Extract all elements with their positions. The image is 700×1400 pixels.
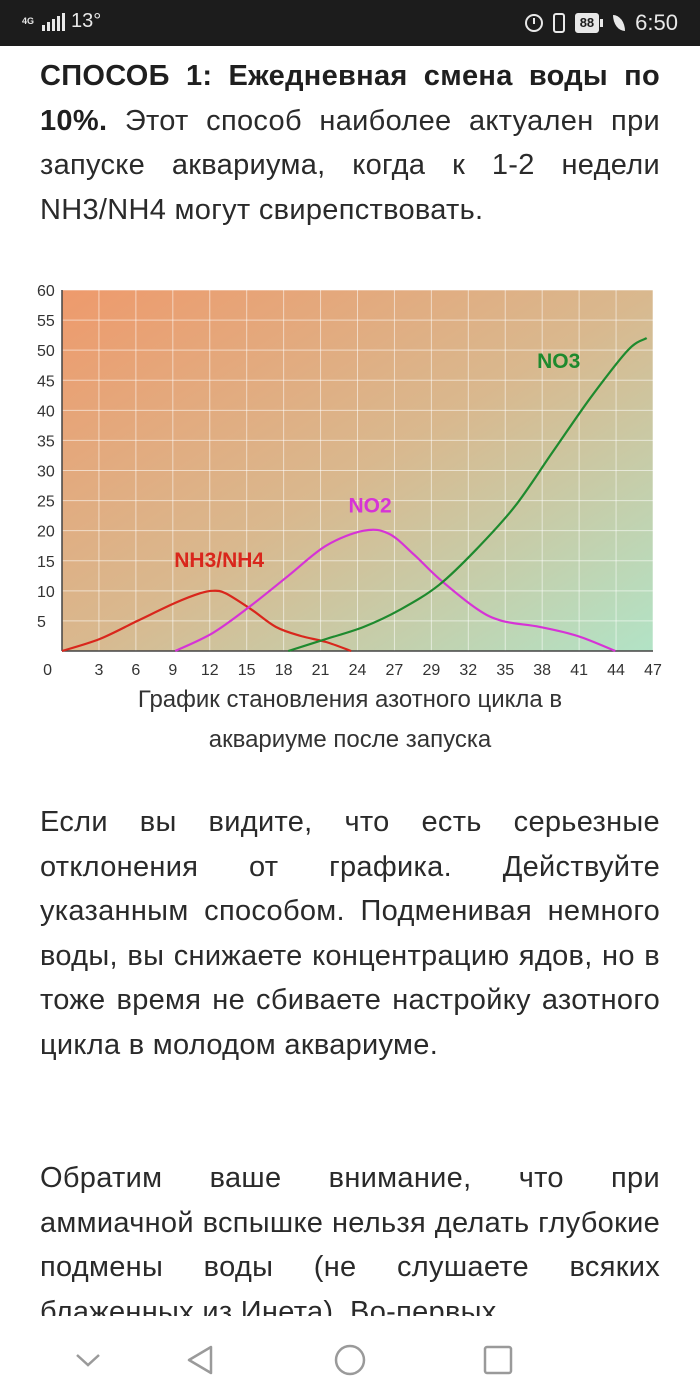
x-tick-label: 29 xyxy=(422,662,440,679)
warning-paragraph: Обратим ваше внимание, что при аммиачной… xyxy=(40,1162,660,1316)
alarm-icon xyxy=(524,14,543,32)
intro-paragraph: СПОСОБ 1: Ежедневная смена воды по 10%. … xyxy=(40,54,660,232)
y-tick-label: 45 xyxy=(37,373,55,390)
hide-nav-button[interactable] xyxy=(68,1340,108,1380)
advice-paragraph: Если вы видите, что есть серьезные откло… xyxy=(40,806,660,1061)
caption-line-1: График становления азотного цикла в xyxy=(137,686,563,713)
x-tick-label: 6 xyxy=(131,662,140,679)
vibrate-icon xyxy=(552,13,565,33)
series-line-nh3-nh4 xyxy=(61,589,352,653)
back-triangle-icon xyxy=(187,1345,213,1375)
x-tick-label: 0 xyxy=(43,662,52,679)
x-tick-label: 24 xyxy=(349,662,367,679)
battery-indicator: 88 xyxy=(574,13,604,33)
y-tick-label: 35 xyxy=(37,433,55,450)
x-tick-label: 27 xyxy=(386,662,404,679)
series-line-no3 xyxy=(287,337,648,653)
y-tick-label: 25 xyxy=(37,494,55,511)
caption-line-2: аквариуме после запуска xyxy=(208,726,492,753)
method-title: СПОСОБ 1: Ежедневная смена воды по 10%. xyxy=(40,60,660,137)
y-tick-label: 50 xyxy=(37,343,55,360)
x-tick-label: 18 xyxy=(275,662,293,679)
x-tick-label: 3 xyxy=(94,662,103,679)
back-button[interactable] xyxy=(180,1340,220,1380)
recents-button[interactable] xyxy=(478,1340,518,1380)
y-tick-label: 40 xyxy=(37,403,55,420)
y-tick-label: 15 xyxy=(37,554,55,571)
network-type: 4G xyxy=(22,16,35,26)
power-saving-icon xyxy=(613,15,626,31)
series-label: NH3/NH4 xyxy=(174,549,264,572)
home-button[interactable] xyxy=(330,1340,370,1380)
x-tick-label: 9 xyxy=(168,662,177,679)
temperature: 13° xyxy=(71,10,102,32)
status-bar: 4G 13° 88 6:50 xyxy=(0,0,700,46)
chart-caption: График становления азотного цикла в аква… xyxy=(40,680,660,760)
signal-icon xyxy=(42,12,65,31)
x-tick-label: 41 xyxy=(570,662,588,679)
nitrogen-cycle-chart: 5 10 15 20 25 30 35 40 45 50 55 60 0 3 6 9 12 15 18 21 24 27 2… xyxy=(37,283,662,679)
clock: 6:50 xyxy=(635,10,678,35)
y-tick-label: 5 xyxy=(37,614,46,631)
y-tick-label: 10 xyxy=(37,584,55,601)
y-tick-label: 60 xyxy=(37,283,55,300)
x-tick-label: 35 xyxy=(496,662,514,679)
x-tick-label: 38 xyxy=(533,662,551,679)
x-tick-label: 21 xyxy=(312,662,330,679)
home-circle-icon xyxy=(334,1344,366,1376)
y-tick-label: 55 xyxy=(37,313,55,330)
method-description: Этот способ наиболее актуален при запуск… xyxy=(40,104,660,226)
x-tick-label: 44 xyxy=(607,662,625,679)
series-label: NO3 xyxy=(537,350,580,373)
x-tick-label: 12 xyxy=(201,662,219,679)
series-line-no2 xyxy=(174,528,616,653)
x-tick-label: 15 xyxy=(238,662,256,679)
chevron-down-icon xyxy=(76,1354,100,1367)
status-left: 4G 13° xyxy=(22,10,101,33)
y-tick-label: 20 xyxy=(37,524,55,541)
x-tick-label: 32 xyxy=(459,662,477,679)
status-right: 88 6:50 xyxy=(524,10,678,36)
y-tick-label: 30 xyxy=(37,464,55,481)
series-label: NO2 xyxy=(348,495,391,518)
x-tick-label: 47 xyxy=(644,662,662,679)
recents-square-icon xyxy=(483,1345,513,1375)
navigation-bar xyxy=(0,1318,700,1400)
